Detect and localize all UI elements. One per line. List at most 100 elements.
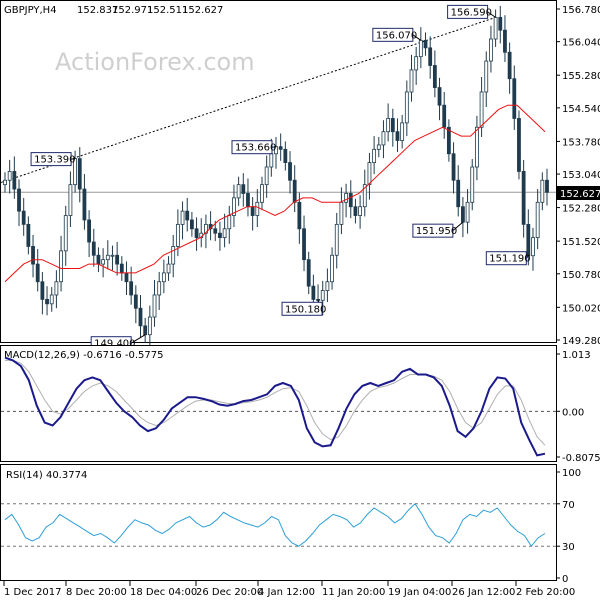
candle-body — [157, 281, 162, 296]
candle-body — [119, 263, 124, 274]
candle-body — [409, 69, 414, 93]
last-price-box — [557, 186, 600, 200]
rsi-line — [4, 503, 546, 548]
candle-body — [194, 228, 199, 239]
ohlc-low: 152.511 — [147, 5, 188, 16]
candle-body — [54, 281, 59, 296]
candle-body — [278, 146, 283, 150]
candle-body — [260, 184, 264, 203]
time-tick-label: 8 Dec 20:00 — [66, 587, 127, 598]
annotation-leader — [130, 334, 146, 344]
candle-body — [96, 254, 101, 265]
annotation-label: 150.180 — [285, 304, 326, 315]
candle-body — [325, 281, 330, 291]
candle-body — [297, 201, 302, 230]
price-tick-label: 149.280 — [562, 336, 600, 347]
candle-body — [353, 206, 358, 216]
annotation-box — [412, 223, 454, 238]
annotation-box — [447, 4, 489, 19]
time-tick-label: 2 Feb 20:00 — [516, 587, 575, 598]
candle-body — [49, 294, 54, 305]
candle-body — [334, 223, 339, 256]
candle-body — [344, 193, 348, 203]
time-tick-label: 26 Jan 12:00 — [452, 587, 515, 598]
annotation-box — [485, 251, 527, 266]
candle-body — [26, 223, 31, 247]
candle-body — [82, 188, 87, 221]
candle-body — [470, 166, 475, 203]
price-tick-label: 152.280 — [562, 204, 600, 215]
candle-body — [138, 307, 143, 327]
candle-body — [115, 254, 120, 265]
watermark: ActionForex.com — [55, 48, 255, 76]
trendline-dotted — [0, 16, 496, 183]
candle-body — [446, 126, 451, 155]
candle-body — [185, 210, 190, 221]
candle-body — [395, 131, 400, 141]
time-tick-label: 26 Dec 20:00 — [196, 587, 263, 598]
candle-body — [45, 298, 49, 305]
candle-body — [381, 131, 386, 146]
candle-body — [526, 223, 531, 257]
candle-body — [320, 290, 325, 301]
candle-body — [493, 16, 498, 40]
ohlc-open: 152.837 — [77, 5, 118, 16]
candle-body — [68, 184, 73, 216]
candle-body — [512, 78, 517, 119]
time-tick-label: 18 Dec 04:00 — [130, 587, 197, 598]
candle-body — [489, 38, 493, 62]
candle-body — [101, 259, 106, 265]
trendline — [0, 16, 496, 183]
annotation-leader — [452, 221, 464, 232]
macd-axis: 1.013 0.00 -0.8075 — [556, 350, 600, 464]
annotation-label: 151.190 — [489, 254, 530, 265]
candle-body — [17, 188, 21, 212]
price-tick-label: 154.540 — [562, 104, 600, 115]
time-tick-label: 4 Jan 12:00 — [258, 587, 315, 598]
annotation-box — [372, 27, 414, 42]
candle-body — [264, 166, 269, 186]
candle-body — [246, 193, 250, 208]
candle-body — [204, 223, 208, 234]
candle-body — [91, 241, 96, 256]
candle-body — [241, 184, 246, 194]
candle-body — [40, 281, 45, 300]
candle-body — [479, 91, 484, 128]
candle-body — [143, 325, 148, 336]
candle-body — [437, 87, 442, 106]
price-annotations: 153.390 149.400 153.660 150.180 156.070 151.9… — [30, 4, 531, 351]
macd-panel: MACD(12,26,9) -0.6716 -0.5775 1.013 0.00 -… — [0, 345, 600, 464]
candle-body — [316, 298, 320, 301]
candle-body — [147, 316, 152, 336]
moving-average-line — [4, 104, 546, 283]
candle-body — [367, 162, 372, 186]
last-price-label: 152.627 — [560, 189, 600, 200]
candle-body — [376, 144, 381, 150]
candle-body — [250, 206, 255, 216]
macd-plot — [1, 356, 556, 457]
main-panel-frame — [0, 0, 557, 343]
candle-body — [400, 122, 405, 141]
rsi-tick-label: 0 — [562, 574, 568, 585]
candle-body — [269, 153, 274, 168]
candle-body — [423, 39, 428, 49]
candle-body — [404, 91, 409, 124]
candle-body — [540, 179, 545, 203]
candle-body — [517, 118, 521, 172]
candle-body — [521, 171, 526, 225]
moving-average-series — [4, 104, 546, 283]
annotation-label: 156.590 — [451, 7, 492, 18]
macd-signal-line — [5, 359, 546, 446]
candle-body — [390, 118, 395, 133]
candle-body — [507, 51, 512, 80]
symbol-label: GBPJPY,H4 — [4, 5, 57, 16]
candle-body — [161, 272, 166, 283]
candle-body — [339, 201, 344, 225]
rsi-tick-label: 70 — [562, 500, 575, 511]
candle-body — [442, 104, 447, 128]
ohlc-high: 152.971 — [112, 5, 153, 16]
time-tick-label: 11 Jan 20:00 — [322, 587, 385, 598]
candle-body — [465, 201, 470, 223]
candle-body — [386, 118, 391, 133]
